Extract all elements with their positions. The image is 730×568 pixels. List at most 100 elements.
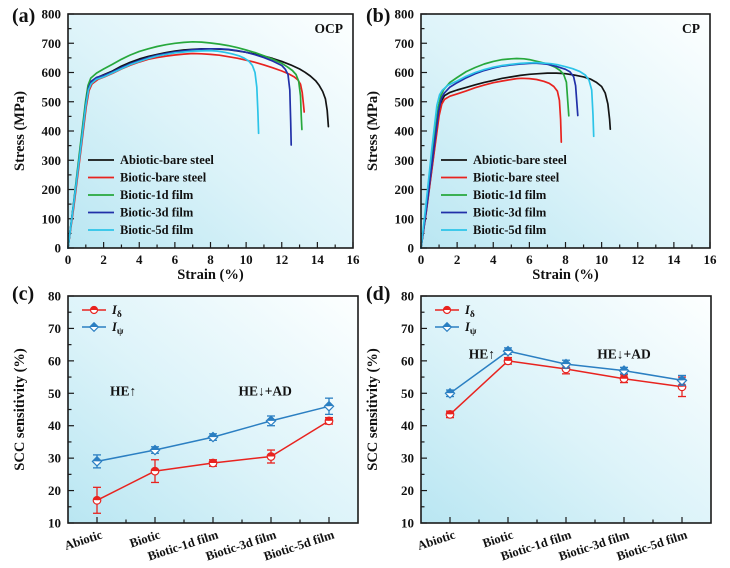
x-tick-label: 8 bbox=[562, 252, 569, 267]
legend-label: Biotic-5d film bbox=[120, 223, 194, 237]
legend-label: Abiotic-bare steel bbox=[473, 153, 567, 167]
panel-d: 10 20 30 40 50 60 70 80 SCC sensitivity (%) Abiot… bbox=[365, 289, 712, 563]
data-point-marker bbox=[208, 458, 218, 468]
data-point-marker bbox=[444, 387, 456, 399]
curve-Abiotic-bare steel bbox=[420, 72, 612, 249]
panel-label-c: (c) bbox=[12, 283, 35, 305]
y-tick-label: 100 bbox=[395, 211, 415, 226]
y-axis-title: Stress (MPa) bbox=[365, 91, 381, 171]
legend-item: Biotic-5d film bbox=[88, 223, 194, 237]
plot-frame bbox=[67, 13, 354, 249]
y-tick-label: 500 bbox=[42, 94, 62, 109]
y-tick-label: 400 bbox=[395, 124, 415, 139]
y-tick-label: 70 bbox=[401, 321, 414, 336]
y-axis-title: Stress (MPa) bbox=[12, 91, 28, 171]
y-tick-label: 10 bbox=[48, 516, 61, 531]
legend-label: Biotic-3d film bbox=[473, 206, 547, 220]
y-tick-label: 40 bbox=[48, 418, 61, 433]
x-tick-label: 12 bbox=[631, 252, 644, 267]
x-tick-label: 0 bbox=[418, 252, 425, 267]
curve-Biotic-1d film bbox=[67, 40, 303, 249]
panel-label-d: (d) bbox=[366, 283, 391, 305]
x-tick-label: 6 bbox=[172, 252, 179, 267]
legend-label: Biotic-5d film bbox=[473, 223, 547, 237]
legend-label: Iδ bbox=[464, 303, 475, 320]
panel-label-b: (b) bbox=[366, 5, 391, 27]
x-axis-title: Strain (%) bbox=[532, 267, 599, 283]
curve-Biotic-bare steel bbox=[67, 52, 306, 249]
y-tick-label: 100 bbox=[42, 211, 62, 226]
y-tick-label: 300 bbox=[42, 153, 62, 168]
legend-marker bbox=[442, 305, 452, 315]
plot-frame bbox=[420, 295, 712, 524]
legend-item: Biotic-5d film bbox=[441, 223, 547, 237]
panel-c: 10 20 30 40 50 60 70 80 SCC sensitivity (%) Abiot… bbox=[12, 289, 359, 563]
legend-item: Biotic-1d film bbox=[441, 188, 547, 202]
y-tick-label: 50 bbox=[401, 386, 414, 401]
x-tick-label: 16 bbox=[347, 252, 361, 267]
x-tick-label: 12 bbox=[275, 252, 288, 267]
legend-item: Biotic-3d film bbox=[441, 206, 547, 220]
x-tick-label: 10 bbox=[595, 252, 608, 267]
y-tick-label: 30 bbox=[401, 451, 414, 466]
y-tick-label: 0 bbox=[408, 241, 415, 256]
legend-label: Biotic-1d film bbox=[120, 188, 194, 202]
x-axis-title: Strain (%) bbox=[177, 267, 244, 283]
plot-area bbox=[68, 296, 358, 523]
y-tick-label: 400 bbox=[42, 124, 62, 139]
x-tick-label: 14 bbox=[311, 252, 325, 267]
data-point-marker bbox=[676, 374, 688, 386]
data-point-marker bbox=[677, 382, 687, 392]
legend-item: Iδ bbox=[82, 303, 122, 320]
plot-area bbox=[421, 296, 711, 523]
x-tick-label: 2 bbox=[454, 252, 461, 267]
legend-item: Abiotic-bare steel bbox=[441, 153, 567, 167]
y-tick-label: 700 bbox=[42, 36, 62, 51]
x-tick-label: 4 bbox=[490, 252, 497, 267]
data-point-marker bbox=[503, 356, 513, 366]
data-point-marker bbox=[560, 358, 572, 370]
y-tick-label: 80 bbox=[48, 289, 61, 304]
data-point-marker bbox=[150, 466, 160, 476]
x-tick-label: 10 bbox=[240, 252, 253, 267]
curve-Biotic-5d film bbox=[420, 61, 595, 249]
data-point-marker bbox=[265, 415, 277, 427]
y-tick-label: 800 bbox=[395, 7, 415, 22]
curve-Biotic-bare steel bbox=[420, 77, 563, 249]
y-tick-label: 200 bbox=[395, 182, 415, 197]
legend-label: Iψ bbox=[111, 320, 124, 337]
y-tick-label: 60 bbox=[401, 353, 414, 368]
y-tick-label: 80 bbox=[401, 289, 414, 304]
series-Iψ bbox=[444, 345, 688, 399]
x-tick-label: 16 bbox=[704, 252, 718, 267]
x-tick-label: 14 bbox=[667, 252, 681, 267]
annotation: HE↑ bbox=[469, 346, 495, 361]
legend-label: Iψ bbox=[464, 320, 477, 337]
curve-Biotic-3d film bbox=[67, 47, 293, 249]
corner-label: CP bbox=[682, 21, 700, 36]
y-tick-label: 500 bbox=[395, 94, 415, 109]
legend-marker bbox=[89, 305, 99, 315]
y-tick-label: 0 bbox=[55, 241, 62, 256]
data-point-marker bbox=[207, 431, 219, 443]
y-tick-label: 700 bbox=[395, 36, 415, 51]
legend-label: Biotic-bare steel bbox=[120, 171, 207, 185]
plot-area bbox=[68, 14, 353, 248]
legend-item: Biotic-1d film bbox=[88, 188, 194, 202]
corner-label: OCP bbox=[315, 21, 344, 36]
legend-item: Iψ bbox=[435, 320, 477, 337]
curve-Biotic-5d film bbox=[67, 49, 260, 249]
legend-label: Biotic-bare steel bbox=[473, 171, 560, 185]
series-Iψ bbox=[91, 397, 335, 469]
annotation: HE↓+AD bbox=[597, 346, 651, 361]
plot-frame bbox=[420, 13, 711, 249]
panel-a: 0 100 200 300 400 500 600 700 800 Stress (MPa) 0 2 4… bbox=[12, 7, 360, 284]
y-tick-label: 20 bbox=[401, 483, 414, 498]
x-tick-label: 0 bbox=[65, 252, 72, 267]
data-point-marker bbox=[445, 409, 455, 419]
data-point-marker bbox=[502, 345, 514, 357]
y-tick-label: 300 bbox=[395, 153, 415, 168]
x-tick-label: 6 bbox=[526, 252, 533, 267]
